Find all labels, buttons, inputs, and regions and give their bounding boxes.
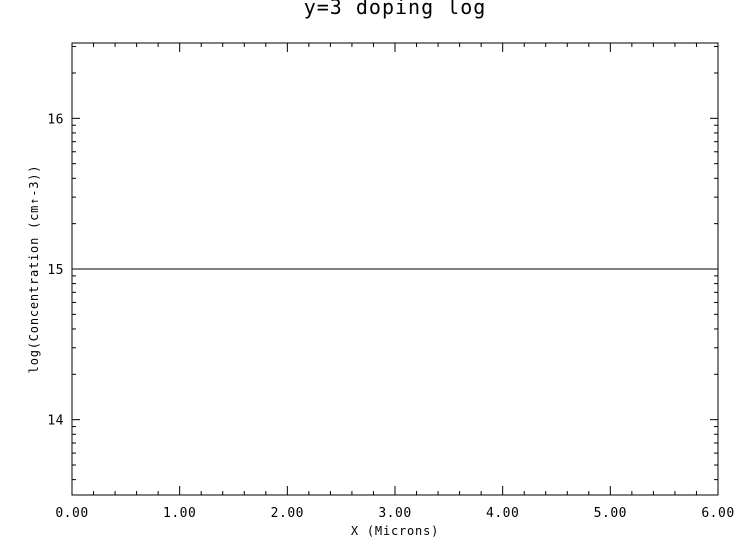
x-tick-label: 6.00 (701, 506, 734, 521)
x-tick-label: 0.00 (55, 506, 88, 521)
y-tick-labels: 14 15 16 (47, 112, 64, 429)
y-tick-label: 16 (47, 112, 64, 127)
x-tick-labels: 0.00 1.00 2.00 3.00 4.00 5.00 6.00 (55, 506, 734, 521)
y-axis-label: log(Concentration (cm↑-3)) (27, 165, 41, 374)
x-tick-label: 3.00 (378, 506, 411, 521)
x-tick-label: 5.00 (594, 506, 627, 521)
x-axis-label: X (Microns) (351, 524, 439, 538)
x-tick-label: 4.00 (486, 506, 519, 521)
y-tick-label: 14 (47, 414, 64, 429)
x-tick-label: 2.00 (271, 506, 304, 521)
major-ticks (71, 43, 719, 495)
minor-ticks (72, 43, 718, 495)
chart-title: y=3 doping log (304, 0, 487, 19)
y-tick-label: 15 (47, 263, 64, 278)
x-tick-label: 1.00 (163, 506, 196, 521)
